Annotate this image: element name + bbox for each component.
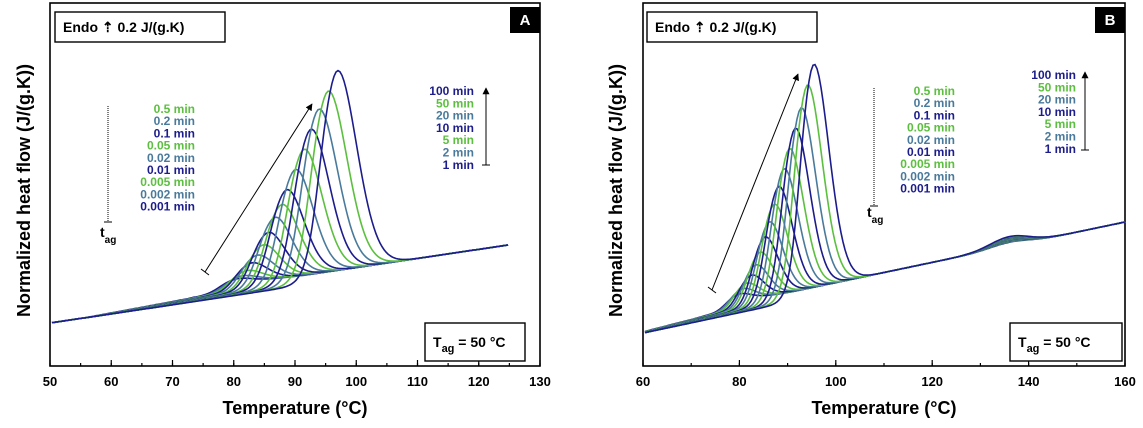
panel-label-box [1095,7,1125,33]
legend-entry: 0.05 min [147,139,195,153]
x-tick-label: 130 [529,374,551,389]
legend-entry: 0.001 min [900,182,955,196]
x-tick-label: 100 [825,374,847,389]
tag-arrow-label: tag [867,204,883,226]
x-tick-label: 120 [468,374,490,389]
y-axis-title: Normalized heat flow (J/(g.K)) [14,64,34,317]
panel-a: 50 60 70 80 90 100 110 120 130 Temperature (°C) No… [14,2,551,418]
legend-entry: 0.02 min [147,151,195,165]
series-curve [51,148,509,324]
scale-box-text: Endo ⇡ 0.2 J/(g.K) [63,19,184,35]
legend-entry: 0.01 min [147,163,195,177]
legend-entry: 0.1 min [154,126,195,140]
legend-entry: 0.1 min [914,108,955,122]
x-tick-label: 100 [345,374,367,389]
series-curve [644,167,1126,334]
series-curve [644,148,1126,334]
x-tick-label: 110 [407,374,428,389]
panel-label: A [520,12,531,29]
series-curve [644,63,1126,334]
curves [644,63,1126,334]
scale-box [646,11,818,43]
legend-entry: 0.01 min [907,145,955,159]
legend-entry: 10 min [436,121,474,135]
x-axis-title: Temperature (°C) [812,398,957,418]
legend-entry: 0.005 min [140,175,195,189]
x-tick-label: 60 [636,374,650,389]
legend-entry: 0.02 min [907,133,955,147]
x-tick-label: 140 [1018,374,1040,389]
tag-arrow-label: tag [100,224,116,246]
legend-entry: 20 min [436,109,474,123]
legend-entry: 1 min [443,158,474,172]
legend-entry: 50 min [436,96,474,110]
x-tick-label: 80 [732,374,746,389]
condition-box [424,322,526,362]
legend-entry: 0.2 min [154,114,195,128]
x-tick-label: 90 [288,374,302,389]
legend-entry: 0.005 min [900,157,955,171]
y-axis-title: Normalized heat flow (J/(g.K)) [606,64,626,317]
x-tick-label: 60 [104,374,118,389]
curves [51,69,509,324]
trend-arrow-tail [707,286,717,294]
series-curve [51,128,509,324]
legend-entry: 10 min [1038,105,1076,119]
legend-entry: 2 min [443,146,474,160]
series-curve [51,69,509,324]
panel-label: B [1105,12,1116,29]
legend-entry: 100 min [429,84,474,98]
legend-entry: 100 min [1031,68,1076,82]
legend-entry: 5 min [1045,117,1076,131]
panel-label-box [510,7,540,33]
legend-entry: 20 min [1038,93,1076,107]
condition-box-text: Tag = 50 °C [433,334,506,355]
series-curve [51,203,509,324]
x-tick-label: 160 [1114,374,1136,389]
trend-arrow [204,103,313,273]
legend-entry: 0.05 min [907,121,955,135]
x-tick-label: 120 [921,374,943,389]
x-tick-label: 80 [227,374,241,389]
series-curve [644,127,1126,334]
legend-entry: 0.5 min [914,84,955,98]
x-tick-label: 70 [165,374,179,389]
legend-entry: 0.002 min [900,169,955,183]
scale-box-text: Endo ⇡ 0.2 J/(g.K) [655,19,776,35]
panel-b: 60 80 100 120 140 160 Temperature (°C) Normaliz… [606,2,1136,418]
legend-entry: 0.5 min [154,102,195,116]
legend-entry: 1 min [1045,142,1076,156]
legend-entry: 0.2 min [914,96,955,110]
legend-entry: 2 min [1045,130,1076,144]
x-axis-title: Temperature (°C) [223,398,368,418]
scale-box [54,11,226,43]
trend-arrow [711,73,799,291]
condition-box-text: Tag = 50 °C [1018,334,1091,355]
legend-entry: 0.002 min [140,187,195,201]
condition-box [1009,322,1123,362]
legend-entry: 50 min [1038,80,1076,94]
legend-entry: 0.001 min [140,200,195,214]
trend-arrow-tail [200,268,210,276]
x-tick-label: 50 [43,374,57,389]
legend-entry: 5 min [443,133,474,147]
